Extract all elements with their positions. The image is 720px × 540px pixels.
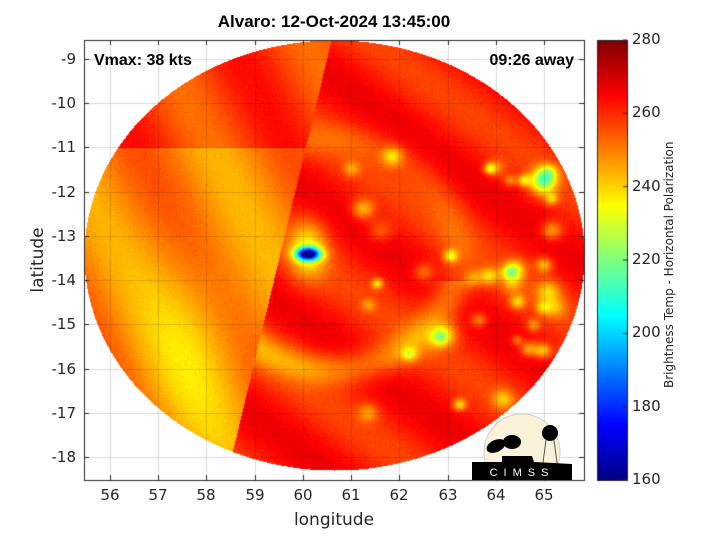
colorbar-tick-label: 160 xyxy=(632,470,661,488)
x-tick-label: 65 xyxy=(534,486,554,504)
y-tick-label: -11 xyxy=(51,137,77,156)
vmax-annotation: Vmax: 38 kts xyxy=(94,52,192,69)
y-tick-label: -17 xyxy=(51,403,77,422)
x-tick-label: 60 xyxy=(293,486,313,504)
time-away-annotation: 09:26 away xyxy=(489,52,574,69)
x-tick-label: 59 xyxy=(245,486,265,504)
y-tick-label: -18 xyxy=(51,447,77,466)
x-tick-label: 61 xyxy=(341,486,361,504)
y-tick-label: -14 xyxy=(51,270,77,289)
colorbar-label: Brightness Temp - Horizontal Polarizatio… xyxy=(662,141,676,388)
colorbar-tick-label: 260 xyxy=(632,103,661,122)
colorbar-tick-label: 220 xyxy=(632,250,661,268)
svg-text:CIMSS: CIMSS xyxy=(490,467,555,479)
x-tick-label: 58 xyxy=(196,486,216,504)
y-tick-label: -9 xyxy=(61,49,76,68)
colorbar-tick-label: 240 xyxy=(632,176,661,195)
x-tick-label: 56 xyxy=(100,486,120,504)
y-tick-label: -16 xyxy=(51,359,77,378)
x-tick-label: 64 xyxy=(486,486,506,504)
cimss-logo: CIMSS xyxy=(472,413,572,480)
colorbar-tick-label: 200 xyxy=(632,323,661,342)
colorbar-tick-label: 180 xyxy=(632,396,661,415)
chart-title: Alvaro: 12-Oct-2024 13:45:00 xyxy=(217,12,451,31)
x-axis-label: longitude xyxy=(293,510,375,530)
y-tick-label: -13 xyxy=(51,226,77,245)
y-tick-label: -15 xyxy=(51,314,77,333)
x-tick-label: 62 xyxy=(389,486,409,504)
y-axis-label: latitude xyxy=(28,227,48,293)
x-tick-label: 63 xyxy=(438,486,458,504)
y-tick-label: -12 xyxy=(51,182,77,201)
colorbar-tick-label: 280 xyxy=(632,30,661,48)
y-tick-label: -10 xyxy=(51,93,77,112)
x-tick-label: 57 xyxy=(148,486,168,504)
